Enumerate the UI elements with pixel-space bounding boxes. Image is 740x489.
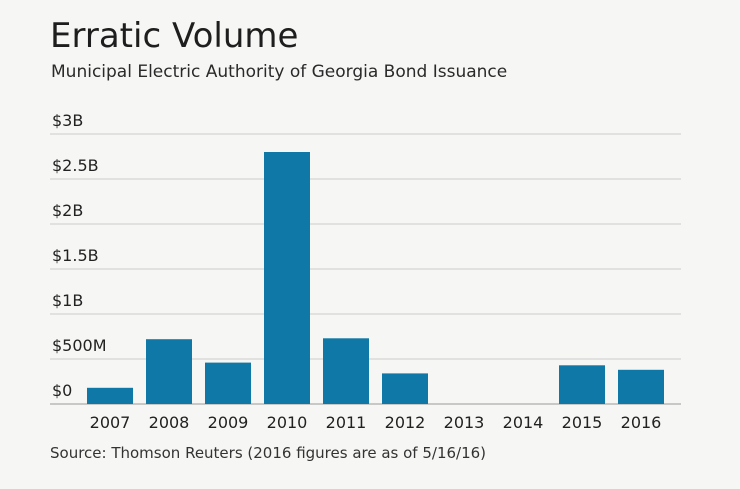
y-tick-label: $3B <box>52 111 83 130</box>
chart-title: Erratic Volume <box>50 16 299 56</box>
x-tick-label: 2012 <box>385 413 426 432</box>
x-tick-label: 2015 <box>562 413 603 432</box>
y-tick-label: $0 <box>52 381 72 400</box>
source-note: Source: Thomson Reuters (2016 figures ar… <box>50 444 487 462</box>
x-axis-tick-labels: 2007 2008 2009 2010 2011 2012 2013 2014 2015 2016 <box>90 413 662 432</box>
x-tick-label: 2009 <box>208 413 249 432</box>
x-tick-label: 2014 <box>503 413 544 432</box>
x-tick-label: 2007 <box>90 413 131 432</box>
bars <box>87 152 664 404</box>
bar-2009 <box>205 362 251 404</box>
x-tick-label: 2011 <box>326 413 367 432</box>
x-tick-label: 2013 <box>444 413 485 432</box>
x-tick-label: 2008 <box>149 413 190 432</box>
bar-2016 <box>618 369 664 404</box>
y-tick-label: $2.5B <box>52 156 99 175</box>
bar-2010 <box>264 152 310 404</box>
y-tick-label: $2B <box>52 201 83 220</box>
bar-2007 <box>87 387 133 404</box>
bar-2008 <box>146 339 192 404</box>
bar-2012 <box>382 373 428 404</box>
chart-subtitle: Municipal Electric Authority of Georgia … <box>51 62 508 82</box>
y-tick-label: $500M <box>52 336 107 355</box>
bar-2015 <box>559 365 605 404</box>
y-tick-label: $1.5B <box>52 246 99 265</box>
bar-2011 <box>323 338 369 404</box>
x-tick-label: 2010 <box>267 413 308 432</box>
x-tick-label: 2016 <box>621 413 662 432</box>
y-axis-tick-labels: $0 $500M $1B $1.5B $2B $2.5B $3B <box>52 111 107 400</box>
y-tick-label: $1B <box>52 291 83 310</box>
